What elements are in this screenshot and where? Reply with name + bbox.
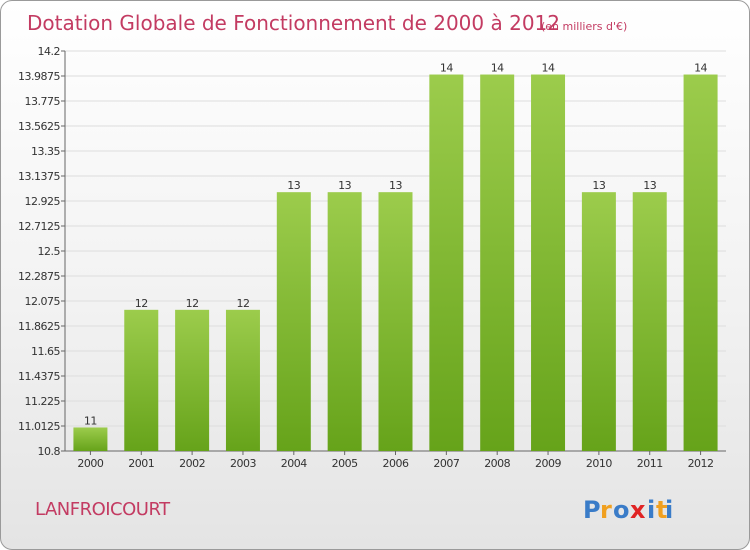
y-tick-label: 12.925 [25, 195, 61, 208]
value-label: 14 [440, 62, 453, 75]
x-tick-label: 2009 [535, 457, 561, 470]
value-label: 13 [287, 179, 300, 192]
value-label: 13 [338, 179, 351, 192]
x-tick-label: 2006 [383, 457, 409, 470]
value-label: 14 [491, 62, 504, 75]
bar [327, 192, 362, 452]
x-tick-label: 2001 [128, 457, 154, 470]
logo-letter: t [656, 496, 667, 524]
value-label: 13 [389, 179, 402, 192]
y-tick-label: 13.775 [25, 95, 61, 108]
logo-letter: x [630, 496, 646, 524]
logo-letter: r [600, 496, 612, 524]
y-tick-label: 11.0125 [18, 420, 60, 433]
x-tick-label: 2000 [77, 457, 103, 470]
y-tick-label: 13.5625 [18, 120, 60, 133]
value-label: 12 [186, 297, 199, 310]
logo-letter: P [583, 496, 601, 524]
x-tick-label: 2005 [332, 457, 358, 470]
logo-letter: i [665, 496, 673, 524]
chart-unit: (en milliers d'€) [541, 20, 627, 33]
y-tick-label: 12.2875 [18, 270, 60, 283]
logo-letter: i [647, 496, 655, 524]
x-tick-label: 2012 [688, 457, 714, 470]
y-tick-label: 13.1375 [18, 170, 60, 183]
value-label: 13 [643, 179, 656, 192]
y-tick-label: 11.65 [31, 345, 60, 358]
value-label: 14 [694, 62, 707, 75]
y-tick-label: 14.2 [38, 45, 61, 58]
x-tick-label: 2007 [433, 457, 459, 470]
bars-layer [73, 74, 718, 452]
y-tick-label: 11.8625 [18, 320, 60, 333]
x-tick-label: 2004 [281, 457, 307, 470]
x-tick-label: 2002 [179, 457, 205, 470]
y-tick-label: 13.35 [31, 145, 60, 158]
commune-name: LANFROICOURT [35, 499, 171, 520]
bar [276, 192, 311, 452]
bar [225, 309, 260, 451]
logo-letter: o [613, 496, 630, 524]
bar [73, 427, 108, 451]
y-tick-label: 13.9875 [18, 70, 60, 83]
x-tick-label: 2010 [586, 457, 612, 470]
y-tick-label: 11.4375 [18, 370, 60, 383]
bar [531, 74, 566, 451]
bar [581, 192, 616, 452]
chart-title: Dotation Globale de Fonctionnement de 20… [27, 11, 560, 35]
y-tick-label: 10.8 [38, 445, 61, 458]
y-tick-label: 12.075 [25, 295, 61, 308]
value-label: 11 [84, 414, 97, 427]
y-tick-label: 12.5 [38, 245, 61, 258]
x-tick-label: 2008 [484, 457, 510, 470]
y-tick-label: 12.7125 [18, 220, 60, 233]
x-tick-label: 2011 [637, 457, 663, 470]
x-tick-label: 2003 [230, 457, 256, 470]
value-label: 12 [135, 297, 148, 310]
value-label: 12 [236, 297, 249, 310]
labels-layer: 14.2 13.9875 13.775 13.5625 13.35 13.1375 12.9… [18, 45, 714, 470]
bar [480, 74, 515, 451]
bar [175, 309, 210, 451]
bar [124, 309, 159, 451]
value-label: 13 [592, 179, 605, 192]
bar [429, 74, 464, 451]
bar [683, 74, 718, 451]
y-tick-label: 11.225 [25, 395, 61, 408]
value-label: 14 [542, 62, 555, 75]
bar [632, 192, 667, 452]
bar [378, 192, 413, 452]
